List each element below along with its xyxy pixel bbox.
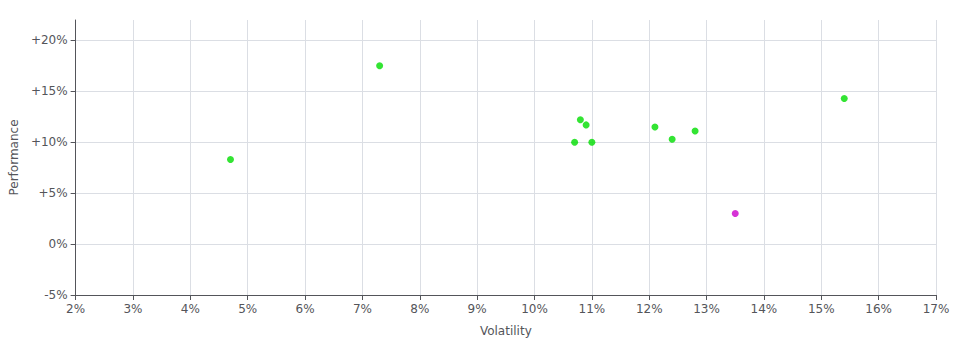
svg-text:+20%: +20% [31, 33, 68, 47]
svg-text:5%: 5% [238, 302, 257, 316]
svg-text:9%: 9% [468, 302, 487, 316]
svg-text:Volatility: Volatility [480, 324, 532, 338]
svg-text:14%: 14% [751, 302, 778, 316]
svg-text:17%: 17% [923, 302, 950, 316]
svg-text:+5%: +5% [39, 186, 68, 200]
svg-text:16%: 16% [865, 302, 892, 316]
svg-text:3%: 3% [123, 302, 142, 316]
svg-text:12%: 12% [636, 302, 663, 316]
svg-text:Performance: Performance [7, 119, 21, 195]
svg-text:10%: 10% [521, 302, 548, 316]
svg-text:7%: 7% [353, 302, 372, 316]
svg-text:6%: 6% [296, 302, 315, 316]
svg-text:2%: 2% [66, 302, 85, 316]
svg-text:-5%: -5% [44, 288, 67, 302]
svg-text:13%: 13% [693, 302, 720, 316]
svg-text:8%: 8% [410, 302, 429, 316]
svg-text:+10%: +10% [31, 135, 68, 149]
svg-text:4%: 4% [181, 302, 200, 316]
svg-text:+15%: +15% [31, 84, 68, 98]
svg-text:15%: 15% [808, 302, 835, 316]
svg-text:11%: 11% [579, 302, 606, 316]
svg-text:0%: 0% [49, 237, 68, 251]
